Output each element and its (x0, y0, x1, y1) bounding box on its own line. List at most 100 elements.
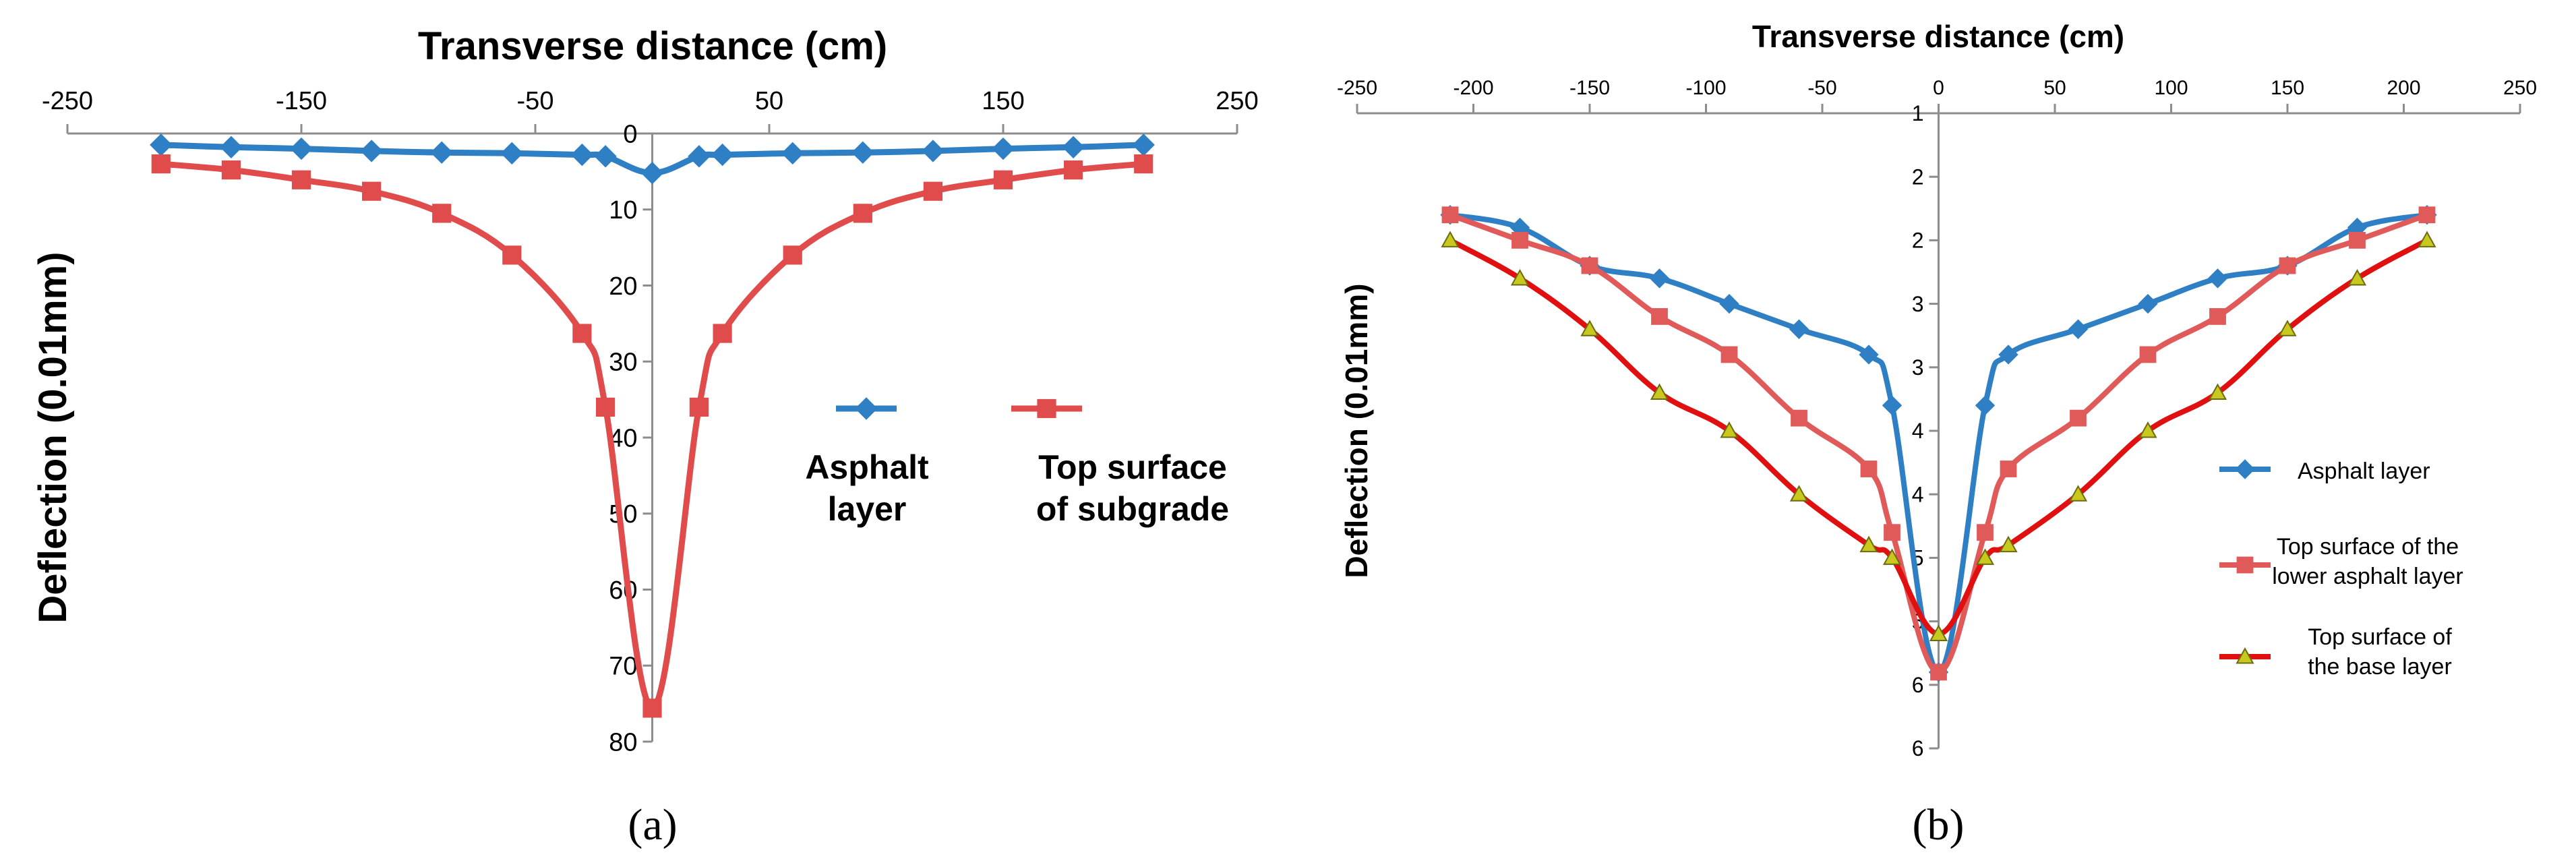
data-point (1929, 624, 1948, 641)
data-point (220, 136, 243, 159)
y-tick-label: 4 (1912, 482, 1924, 506)
data-point (713, 324, 732, 343)
data-point (2068, 319, 2089, 339)
data-point (360, 140, 383, 162)
y-tick-label: 70 (609, 653, 637, 681)
data-point (2138, 421, 2157, 438)
x-tick-label: 150 (2271, 77, 2304, 99)
y-tick-label: 6 (1912, 673, 1924, 697)
data-point (781, 142, 804, 165)
data-point (1975, 548, 1995, 565)
y-axis-title: Deflection (0.01mm) (31, 251, 75, 623)
data-point (1975, 395, 1996, 416)
data-point (688, 145, 711, 168)
y-axis-title: Deflection (0.01mm) (1339, 283, 1374, 578)
data-point (2279, 257, 2296, 274)
data-point (853, 204, 872, 223)
data-point (362, 181, 382, 201)
x-tick-label: -50 (1807, 77, 1836, 99)
data-point (1882, 395, 1903, 416)
data-point (570, 143, 594, 167)
data-point (2000, 460, 2017, 477)
legend-marker (2236, 647, 2254, 664)
data-point (689, 397, 709, 417)
data-point (1580, 320, 1599, 336)
data-point (432, 204, 452, 223)
data-point (430, 141, 453, 164)
data-point (2139, 346, 2157, 363)
x-tick-label: -200 (1453, 77, 1493, 99)
y-tick-label: 0 (623, 120, 637, 148)
data-point (596, 397, 616, 417)
y-tick-label: 10 (609, 196, 637, 225)
data-point (1719, 293, 1739, 314)
data-point (642, 698, 662, 718)
x-tick-label: -50 (517, 87, 554, 115)
x-tick-label: 50 (755, 87, 783, 115)
data-point (2207, 268, 2228, 289)
data-point (783, 245, 802, 265)
y-tick-label: 4 (1912, 419, 1924, 443)
y-tick-label: 20 (609, 272, 637, 301)
legend-label: lower asphalt layer (2272, 564, 2463, 589)
data-point (2068, 485, 2088, 502)
legend-label: Top surface of (2308, 624, 2452, 650)
data-point (594, 145, 617, 168)
data-point (2278, 320, 2297, 336)
data-point (572, 324, 592, 343)
x-tick-label: 0 (1933, 77, 1944, 99)
data-point (851, 141, 874, 164)
data-point (1651, 308, 1668, 325)
y-tick-label: 30 (609, 349, 637, 377)
data-point (1720, 421, 1739, 438)
y-tick-label: 2 (1912, 165, 1924, 189)
data-point (1510, 268, 1530, 286)
data-point (992, 137, 1015, 160)
data-point (1791, 409, 1807, 427)
data-point (2347, 268, 2367, 286)
x-tick-label: -150 (1569, 77, 1610, 99)
data-point (2418, 206, 2436, 224)
data-point (1581, 257, 1598, 274)
data-point (151, 154, 171, 174)
data-point (640, 161, 664, 185)
data-point (1977, 524, 1994, 541)
data-point (2208, 383, 2227, 400)
data-point (500, 142, 524, 165)
data-point (502, 245, 522, 265)
legend-marker (855, 397, 878, 420)
y-tick-label: 3 (1912, 355, 1924, 380)
x-tick-label: 250 (2503, 77, 2537, 99)
data-point (2209, 308, 2226, 325)
data-point (1859, 345, 1879, 365)
y-tick-label: 80 (609, 728, 637, 756)
data-point (1930, 663, 1947, 681)
data-point (2138, 293, 2158, 314)
y-tick-label: 3 (1912, 292, 1924, 316)
data-point (291, 170, 311, 189)
panel-a: -250 -150 -50 50 150 25001020304050607080Tran… (31, 24, 1259, 849)
data-point (1650, 383, 1669, 400)
data-point (1441, 231, 1460, 247)
data-point (1789, 319, 1809, 339)
data-point (1062, 136, 1085, 159)
x-axis-title: Transverse distance (cm) (418, 24, 887, 68)
legend-label: layer (828, 490, 907, 528)
panel-label: (b) (1913, 800, 1965, 849)
data-point (711, 143, 734, 167)
x-tick-label: 250 (1216, 87, 1258, 115)
data-point (1511, 232, 1528, 249)
data-point (1132, 133, 1155, 156)
legend-label: Top surface (1038, 448, 1227, 486)
data-point (1064, 160, 1083, 180)
legend-label: the base layer (2308, 654, 2452, 680)
data-point (1789, 485, 1809, 502)
data-point (1441, 206, 1459, 224)
data-point (1999, 535, 2018, 553)
data-point (1720, 346, 1738, 363)
data-point (1882, 548, 1902, 565)
legend-label: Asphalt (805, 448, 929, 486)
x-tick-label: 150 (982, 87, 1024, 115)
legend-label: of subgrade (1036, 490, 1229, 528)
data-point (923, 181, 943, 201)
